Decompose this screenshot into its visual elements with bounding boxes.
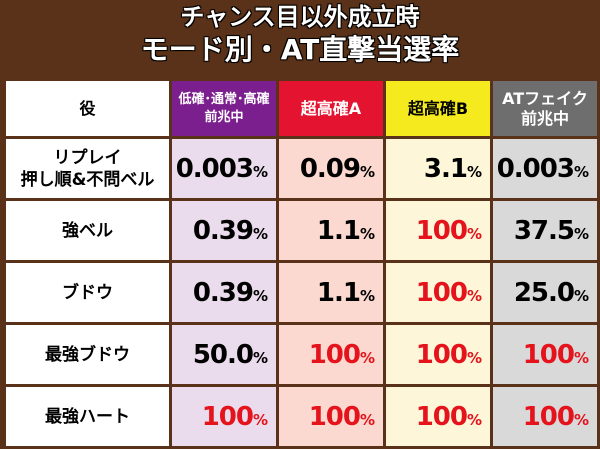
value-unit: % (466, 224, 482, 243)
value-cell-low-mode: 0.003% (172, 139, 276, 198)
value-number: 100 (415, 277, 468, 308)
value-unit: % (252, 162, 268, 181)
table-row: リプレイ 押し順&不問ベル 0.003% 0.09% 3.1% 0.003% (6, 139, 597, 198)
row-label-line1: 最強ブドウ (45, 344, 130, 365)
value-unit: % (466, 348, 482, 367)
value-cell-super-a: 0.09% (279, 139, 383, 198)
value-cell-at-fake: 37.5% (493, 201, 597, 260)
probability-table: 役 低確･通常･高確 前兆中 超高確A 超高確B ATフェイク 前兆中 リプレイ… (3, 78, 600, 449)
value-cell-super-b: 100% (386, 201, 490, 260)
value-cell-low-mode: 50.0% (172, 325, 276, 384)
header-at-fake-line1: ATフェイク (502, 88, 588, 108)
header-low-mode-line2: 前兆中 (204, 109, 244, 125)
value-unit: % (466, 286, 482, 305)
value-cell-at-fake: 100% (493, 325, 597, 384)
value-unit: % (359, 286, 375, 305)
row-label: 最強ハート (6, 387, 169, 446)
value-unit: % (252, 286, 268, 305)
value-cell-at-fake: 25.0% (493, 263, 597, 322)
header-row: 役 低確･通常･高確 前兆中 超高確A 超高確B ATフェイク 前兆中 (6, 81, 597, 136)
value-cell-at-fake: 100% (493, 387, 597, 446)
table-row: 最強ハート 100% 100% 100% 100% (6, 387, 597, 446)
row-label-line2: 押し順&不問ベル (20, 169, 155, 190)
value-cell-super-a: 1.1% (279, 201, 383, 260)
value-unit: % (466, 162, 482, 181)
value-unit: % (573, 286, 589, 305)
value-number: 25.0 (513, 277, 575, 308)
value-unit: % (359, 348, 375, 367)
value-number: 0.09 (299, 153, 361, 184)
title-line-1: チャンス目以外成立時 (180, 3, 420, 31)
value-number: 50.0 (192, 339, 254, 370)
header-at-fake-line2: 前兆中 (520, 108, 569, 128)
table-body: リプレイ 押し順&不問ベル 0.003% 0.09% 3.1% 0.003% 強ベル 0.39… (6, 139, 597, 446)
value-unit: % (573, 162, 589, 181)
value-unit: % (252, 348, 268, 367)
value-number: 1.1 (316, 277, 361, 308)
value-cell-super-a: 100% (279, 387, 383, 446)
value-cell-super-a: 100% (279, 325, 383, 384)
value-unit: % (252, 224, 268, 243)
value-cell-low-mode: 100% (172, 387, 276, 446)
value-number: 100 (308, 339, 361, 370)
row-label-line1: 最強ハート (45, 406, 130, 427)
page: チャンス目以外成立時 モード別・AT直撃当選率 役 低確･通常･高確 前兆中 超… (6, 3, 597, 446)
row-label: 強ベル (6, 201, 169, 260)
value-cell-low-mode: 0.39% (172, 263, 276, 322)
value-number: 3.1 (423, 153, 468, 184)
value-number: 100 (415, 401, 468, 432)
value-number: 100 (308, 401, 361, 432)
value-number: 0.003 (496, 153, 575, 184)
row-label-line1: リプレイ (53, 147, 122, 168)
header-low-mode-line1: 低確･通常･高確 (178, 91, 270, 107)
value-number: 100 (522, 339, 575, 370)
value-cell-super-b: 100% (386, 325, 490, 384)
title-line-2: モード別・AT直撃当選率 (140, 33, 460, 66)
value-number: 100 (522, 401, 575, 432)
value-cell-low-mode: 0.39% (172, 201, 276, 260)
value-unit: % (359, 224, 375, 243)
value-cell-super-a: 1.1% (279, 263, 383, 322)
value-unit: % (359, 162, 375, 181)
value-unit: % (573, 224, 589, 243)
value-number: 37.5 (513, 215, 575, 246)
value-number: 100 (415, 339, 468, 370)
table-row: ブドウ 0.39% 1.1% 100% 25.0% (6, 263, 597, 322)
value-number: 0.39 (192, 277, 254, 308)
row-label: ブドウ (6, 263, 169, 322)
value-cell-at-fake: 0.003% (493, 139, 597, 198)
header-role: 役 (6, 81, 169, 136)
value-cell-super-b: 100% (386, 263, 490, 322)
value-cell-super-b: 3.1% (386, 139, 490, 198)
value-cell-super-b: 100% (386, 387, 490, 446)
value-number: 100 (201, 401, 254, 432)
header-super-b: 超高確B (386, 81, 490, 136)
row-label: 最強ブドウ (6, 325, 169, 384)
value-number: 0.39 (192, 215, 254, 246)
table-row: 最強ブドウ 50.0% 100% 100% 100% (6, 325, 597, 384)
header-super-a: 超高確A (279, 81, 383, 136)
value-number: 100 (415, 215, 468, 246)
table-row: 強ベル 0.39% 1.1% 100% 37.5% (6, 201, 597, 260)
header-at-fake: ATフェイク 前兆中 (493, 81, 597, 136)
value-number: 0.003 (175, 153, 254, 184)
row-label: リプレイ 押し順&不問ベル (6, 139, 169, 198)
value-number: 1.1 (316, 215, 361, 246)
row-label-line1: ブドウ (62, 282, 113, 303)
row-label-line1: 強ベル (62, 220, 113, 241)
header-low-mode: 低確･通常･高確 前兆中 (172, 81, 276, 136)
value-unit: % (573, 348, 589, 367)
